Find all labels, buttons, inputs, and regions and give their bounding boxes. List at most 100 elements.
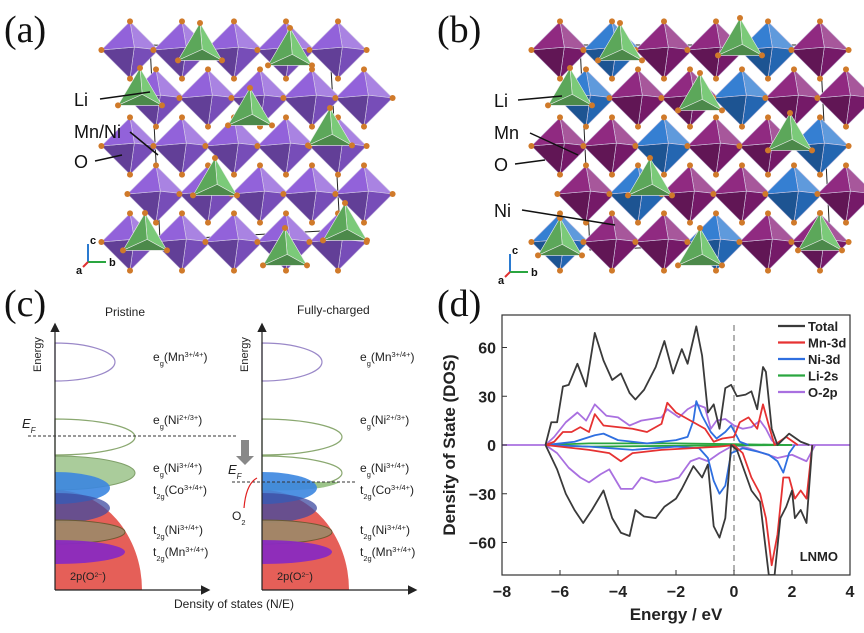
octahedron-face (126, 164, 161, 195)
label-part: (Ni (371, 461, 386, 475)
oxygen-atom (647, 155, 653, 161)
label-part: g (160, 422, 164, 431)
o-2p-label: 2p(O2−) (70, 571, 106, 583)
oxygen-atom (609, 171, 615, 178)
oxygen-atom (736, 143, 743, 149)
oxygen-atom (115, 102, 121, 109)
tetrahedron-face (677, 254, 724, 266)
oxygen-atom (205, 66, 211, 73)
oxygen-atom (817, 75, 823, 82)
oxygen-atom (710, 191, 717, 197)
octahedron-face (334, 68, 369, 99)
oxygen-atom (617, 20, 623, 26)
panel-label-b: (b) (437, 9, 481, 51)
axis-label-a: a (498, 275, 505, 287)
oxygen-atom (280, 191, 287, 197)
y-tick-label: 30 (478, 389, 496, 406)
oxygen-atom (580, 143, 587, 149)
oxygen-atom (557, 171, 563, 178)
label-part: 2+/3+ (386, 413, 405, 422)
oxygen-atom (609, 18, 615, 25)
octahedron-face (204, 238, 239, 272)
octahedron-face (634, 116, 669, 147)
series-ni-3d-up (545, 400, 749, 446)
octahedron-face (530, 116, 565, 147)
oxygen-atom (98, 143, 105, 149)
oxygen-atom (231, 267, 237, 274)
oxygen-atom (137, 65, 143, 71)
octahedron-face (363, 190, 394, 224)
oxygen-atom (635, 219, 641, 226)
y-tick-label: −60 (469, 536, 496, 553)
oxygen-atom (661, 210, 667, 217)
level-label: eg(Ni3+/4+) (153, 461, 202, 479)
overlap-band (262, 493, 317, 523)
oxygen-atom (179, 75, 185, 82)
axis-label-a: a (76, 265, 83, 277)
oxygen-atom (713, 210, 719, 217)
label-part: 3+/4+ (392, 545, 411, 554)
series-mn-3d-down (545, 444, 814, 567)
octahedron-face (816, 68, 851, 99)
x-tick-label: −8 (493, 584, 511, 601)
label-part: (Co (372, 483, 392, 497)
oxygen-atom (528, 143, 535, 149)
oxygen-atom (759, 52, 765, 59)
oxygen-atom (225, 122, 231, 129)
oxygen-atom (283, 114, 289, 121)
oxygen-atom (545, 102, 551, 109)
oxygen-atom (625, 192, 631, 199)
oxygen-atom (335, 267, 341, 274)
oxygen-atom (364, 237, 370, 244)
tetrahedron-face (717, 44, 764, 56)
oxygen-atom (283, 75, 289, 82)
label-part: 2g (156, 492, 164, 501)
octahedron-face (334, 164, 369, 195)
oxygen-atom (719, 107, 725, 114)
label-part: e (360, 461, 367, 475)
oxygen-atom (335, 171, 341, 178)
series-o-2p-down (544, 444, 816, 490)
oxygen-atom (231, 171, 237, 178)
oxygen-atom (219, 57, 225, 64)
octahedron-face (764, 68, 799, 99)
mn-t2g-band (55, 540, 125, 564)
title-fully-charged: Fully-charged (297, 303, 370, 317)
oxygen-atom (332, 191, 339, 197)
label-part: (Mn (372, 545, 393, 559)
panel-label-d: (d) (437, 283, 481, 325)
oxygen-atom (389, 191, 396, 197)
oxygen-atom (150, 47, 157, 53)
octahedron-face (152, 20, 187, 51)
oxygen-atom (713, 75, 719, 82)
oxygen-atom (845, 143, 852, 149)
label-part: ) (410, 483, 414, 497)
label-part: t (360, 545, 364, 559)
label-part: 2g (156, 532, 164, 541)
oxygen-atom (231, 210, 237, 217)
label-part: (Mn (165, 545, 186, 559)
oxygen-atom (120, 247, 126, 254)
oxygen-atom (791, 162, 797, 169)
oxygen-atom (762, 191, 769, 197)
tetrahedron-face (122, 239, 169, 251)
label-part: 2g (363, 554, 371, 563)
shift-down-arrow (236, 440, 254, 465)
crystal-structure-a (98, 18, 396, 274)
label-part: (Ni (164, 413, 179, 427)
oxygen-atom (632, 143, 639, 149)
label-part: 2g (156, 554, 164, 563)
label-part: F (237, 472, 243, 481)
tetrahedron-face (797, 239, 844, 251)
label-part: ) (203, 483, 207, 497)
oxygen-atom (817, 210, 823, 216)
oxygen-atom (127, 171, 133, 178)
label-part: ) (411, 545, 415, 559)
oxygen-atom (739, 66, 745, 73)
level-label: t2g(Ni3+/4+) (153, 523, 203, 541)
label-part: g (367, 422, 371, 431)
label-part: g (160, 470, 164, 479)
label-part: e (153, 461, 160, 475)
oxygen-atom (606, 191, 613, 197)
